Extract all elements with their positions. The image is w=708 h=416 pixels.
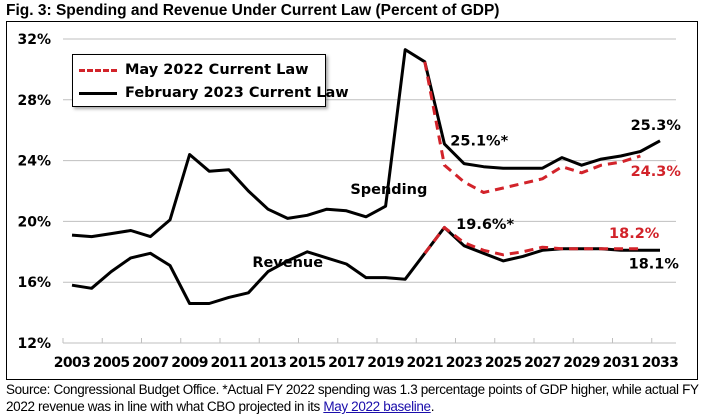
y-tick-label: 28% xyxy=(17,93,51,109)
annotation-label: Revenue xyxy=(252,255,323,271)
y-tick-label: 20% xyxy=(17,214,51,230)
y-axis: 12% 16% 20% 24% 28% 32% xyxy=(17,32,51,352)
x-tick-label: 2033 xyxy=(642,355,679,371)
x-tick-label: 2017 xyxy=(328,355,365,371)
chart-title: Fig. 3: Spending and Revenue Under Curre… xyxy=(6,2,500,19)
x-tick-label: 2011 xyxy=(211,355,248,371)
x-tick-label: 2013 xyxy=(250,355,287,371)
legend-swatch-dashed-red xyxy=(79,68,117,72)
annotation-label: 24.3% xyxy=(631,164,682,180)
x-tick-label: 2027 xyxy=(524,355,561,371)
annotations: Spending Revenue 25.1%* 19.6%* 25.3% 24.3% 18.… xyxy=(252,118,681,272)
annotation-label: 18.1% xyxy=(629,257,680,273)
x-tick-label: 2007 xyxy=(132,355,169,371)
may-2022-baseline-link[interactable]: May 2022 baseline xyxy=(323,399,431,414)
y-tick-label: 12% xyxy=(17,336,51,352)
x-tick-label: 2029 xyxy=(563,355,600,371)
x-axis: 2003 2005 2007 2009 2011 2013 2015 2017 2019 2021… xyxy=(54,338,679,371)
x-tick-label: 2019 xyxy=(367,355,404,371)
source-note: Source: Congressional Budget Office. *Ac… xyxy=(6,381,706,415)
x-tick-label: 2015 xyxy=(289,355,326,371)
x-tick-label: 2009 xyxy=(171,355,208,371)
annotation-label: 25.1%* xyxy=(450,133,508,149)
y-tick-label: 32% xyxy=(17,32,51,48)
annotation-label: 25.3% xyxy=(631,118,682,134)
series-may-2022-current-law-spending xyxy=(423,61,641,194)
x-tick-label: 2003 xyxy=(54,355,91,371)
series-lines xyxy=(71,48,661,305)
annotation-label: Spending xyxy=(350,182,427,198)
x-tick-label: 2025 xyxy=(485,355,522,371)
source-text: Source: Congressional Budget Office. *Ac… xyxy=(6,382,699,414)
legend-item-may2022: May 2022 Current Law xyxy=(79,60,309,80)
series-may-2022-current-law-revenue xyxy=(423,226,641,257)
source-end: . xyxy=(430,399,435,414)
gridlines xyxy=(63,38,676,344)
x-tick-label: 2031 xyxy=(603,355,640,371)
legend-label: May 2022 Current Law xyxy=(125,62,309,78)
y-tick-label: 24% xyxy=(17,154,51,170)
annotation-label: 19.6%* xyxy=(456,217,514,233)
legend-label: February 2023 Current Law xyxy=(125,85,349,101)
x-tick-label: 2021 xyxy=(407,355,444,371)
x-tick-label: 2005 xyxy=(93,355,130,371)
x-tick-label: 2023 xyxy=(446,355,483,371)
annotation-label: 18.2% xyxy=(609,226,660,242)
chart-frame xyxy=(6,21,698,380)
legend-item-feb2023: February 2023 Current Law xyxy=(79,83,349,103)
legend: May 2022 Current Law February 2023 Curre… xyxy=(72,54,349,107)
series-february-2023-current-law-revenue xyxy=(71,226,660,305)
legend-swatch-solid-black xyxy=(79,91,117,95)
y-tick-label: 16% xyxy=(17,275,51,291)
